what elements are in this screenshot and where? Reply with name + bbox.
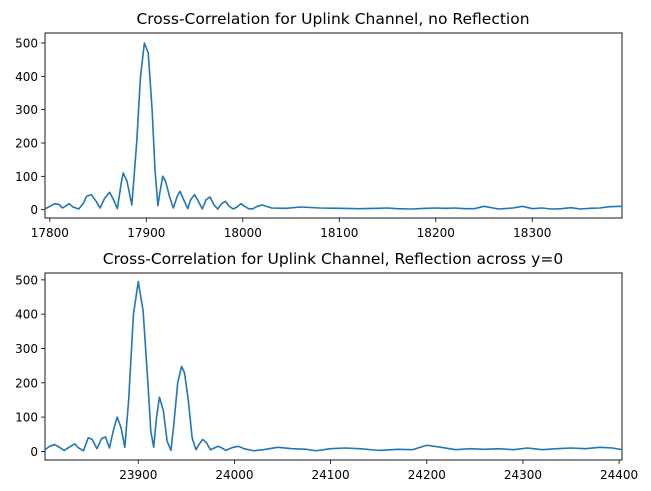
y-tick-label: 200 [15, 376, 38, 390]
x-tick-label: 17900 [127, 226, 165, 240]
x-tick-label: 24200 [408, 468, 446, 482]
subplot-bottom: Cross-Correlation for Uplink Channel, Re… [15, 250, 638, 482]
chart-title-bottom: Cross-Correlation for Uplink Channel, Re… [103, 250, 563, 268]
y-tick-label: 300 [15, 103, 38, 117]
x-tick-label: 24300 [504, 468, 542, 482]
series-line-bottom [44, 280, 623, 452]
x-tick-label: 18300 [513, 226, 551, 240]
y-tick-label: 400 [15, 70, 38, 84]
y-tick-label: 400 [15, 308, 38, 322]
plot-frame-bottom [44, 272, 623, 461]
x-tick-label: 18100 [320, 226, 358, 240]
x-tick-label: 18200 [417, 226, 455, 240]
chart-title-top: Cross-Correlation for Uplink Channel, no… [136, 10, 529, 28]
subplot-top: Cross-Correlation for Uplink Channel, no… [15, 10, 623, 241]
x-tick-label: 23900 [119, 468, 157, 482]
axis-ticks-bottom: 23900 24000 24100 24200 24300 24400 0 100 200 300… [15, 273, 638, 482]
x-tick-label: 24100 [312, 468, 350, 482]
y-tick-label: 500 [15, 37, 38, 51]
plot-frame-top [44, 32, 623, 219]
x-tick-label: 24400 [600, 468, 638, 482]
axis-ticks-top: 17800 17900 18000 18100 18200 18300 0 100 200 300… [15, 37, 551, 241]
x-tick-label: 24000 [215, 468, 253, 482]
x-tick-label: 17800 [31, 226, 69, 240]
y-tick-label: 100 [15, 411, 38, 425]
x-tick-label: 18000 [224, 226, 262, 240]
y-tick-label: 300 [15, 342, 38, 356]
y-tick-label: 0 [30, 445, 38, 459]
y-tick-label: 100 [15, 170, 38, 184]
series-line-top [44, 42, 623, 210]
y-tick-label: 200 [15, 137, 38, 151]
y-tick-label: 500 [15, 273, 38, 287]
y-tick-label: 0 [30, 203, 38, 217]
